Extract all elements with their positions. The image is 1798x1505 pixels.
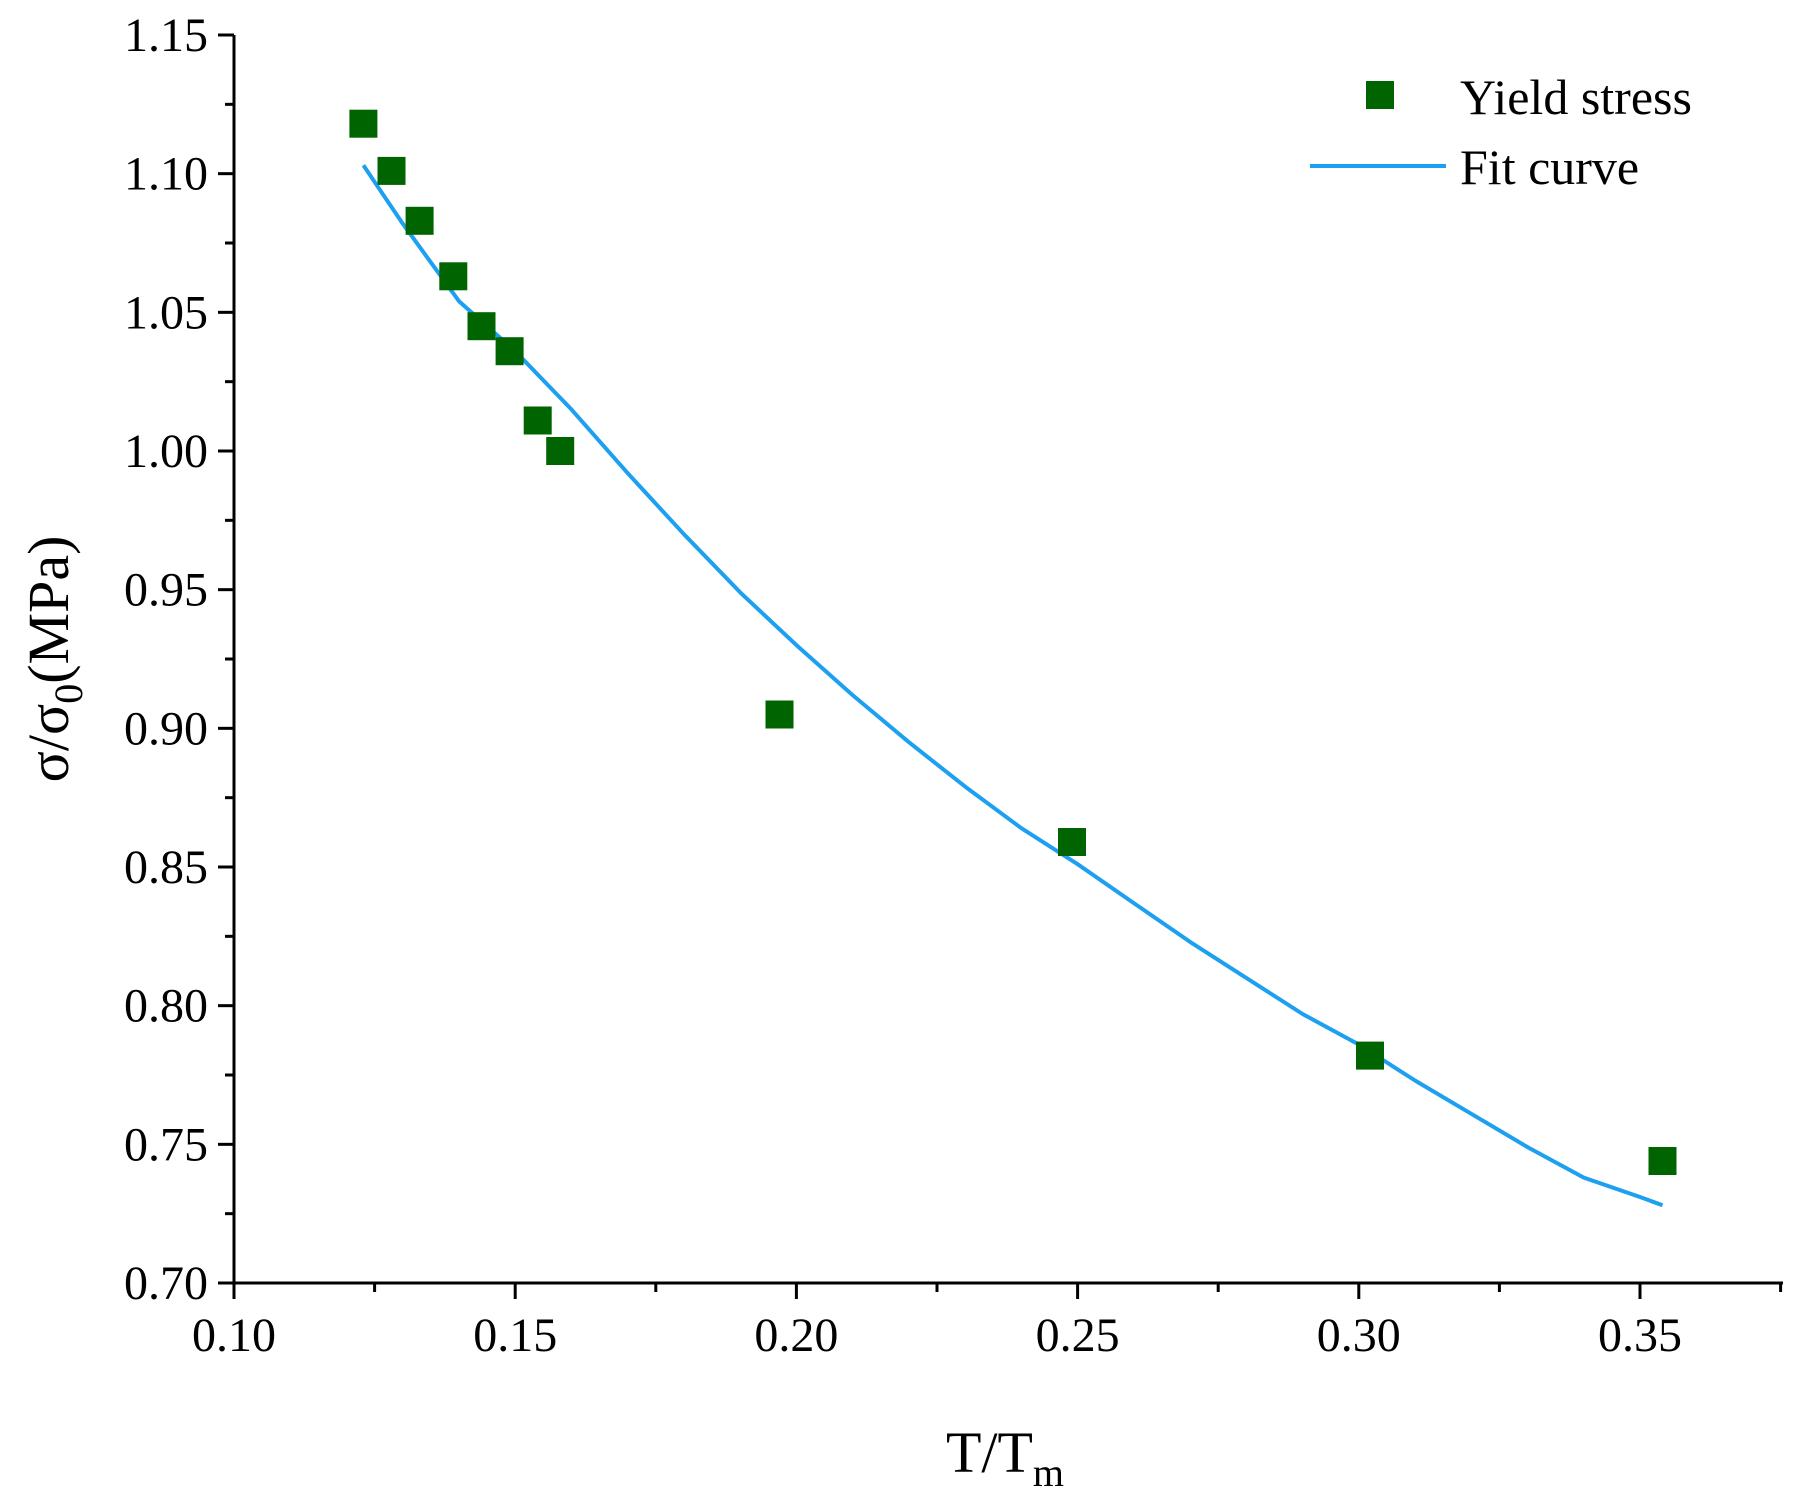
legend-marker-yield-stress <box>1366 81 1394 109</box>
legend-label-yield-stress: Yield stress <box>1460 69 1692 125</box>
yield-stress-point <box>1058 828 1086 856</box>
x-tick-label: 0.35 <box>1598 1309 1682 1362</box>
y-axis-title: σ/σ0(MPa) <box>16 536 91 783</box>
x-tick-label: 0.20 <box>754 1309 838 1362</box>
x-axis-title-subscript: m <box>1033 1450 1064 1495</box>
yield-stress-point <box>1356 1041 1384 1070</box>
y-tick-label: 1.10 <box>124 148 208 201</box>
yield-stress-point <box>467 312 496 341</box>
x-ticks: 0.10 0.15 0.20 0.25 0.30 0.35 <box>192 1283 1783 1362</box>
y-tick-label: 1.05 <box>124 286 208 339</box>
yield-stress-point <box>523 406 552 435</box>
x-axis-title: T/Tm <box>946 1420 1064 1495</box>
legend: Yield stress Fit curve <box>1310 69 1692 195</box>
plot-area <box>349 109 1677 1208</box>
x-tick-label: 0.30 <box>1317 1309 1401 1362</box>
yield-stress-point <box>405 206 434 235</box>
axes <box>232 35 1783 1285</box>
y-ticks: 0.70 0.75 0.80 0.85 0.90 0.95 1.00 1.05 1.10 1.15 <box>124 9 234 1310</box>
yield-stress-point <box>495 337 524 366</box>
y-tick-label: 0.85 <box>124 841 208 894</box>
y-tick-label: 0.90 <box>124 702 208 755</box>
y-axis-title-subscript: 0 <box>46 684 91 704</box>
yield-stress-point <box>439 262 468 291</box>
y-tick-label: 0.70 <box>124 1257 208 1310</box>
y-tick-label: 0.80 <box>124 980 208 1033</box>
yield-stress-point <box>765 700 794 729</box>
x-tick-label: 0.10 <box>192 1309 276 1362</box>
y-tick-label: 0.75 <box>124 1118 208 1171</box>
x-tick-label: 0.25 <box>1036 1309 1120 1362</box>
legend-label-fit-curve: Fit curve <box>1460 139 1639 195</box>
y-tick-label: 1.15 <box>124 9 208 62</box>
yield-stress-point <box>546 437 575 465</box>
y-axis-title-unit: (MPa) <box>16 536 81 684</box>
yield-stress-point <box>1648 1147 1677 1175</box>
x-tick-label: 0.15 <box>473 1309 557 1362</box>
fit-curve-line <box>361 164 1664 1208</box>
yield-stress-point <box>349 109 378 138</box>
y-tick-label: 1.00 <box>124 425 208 478</box>
yield-stress-point <box>377 156 406 185</box>
y-tick-label: 0.95 <box>124 564 208 617</box>
